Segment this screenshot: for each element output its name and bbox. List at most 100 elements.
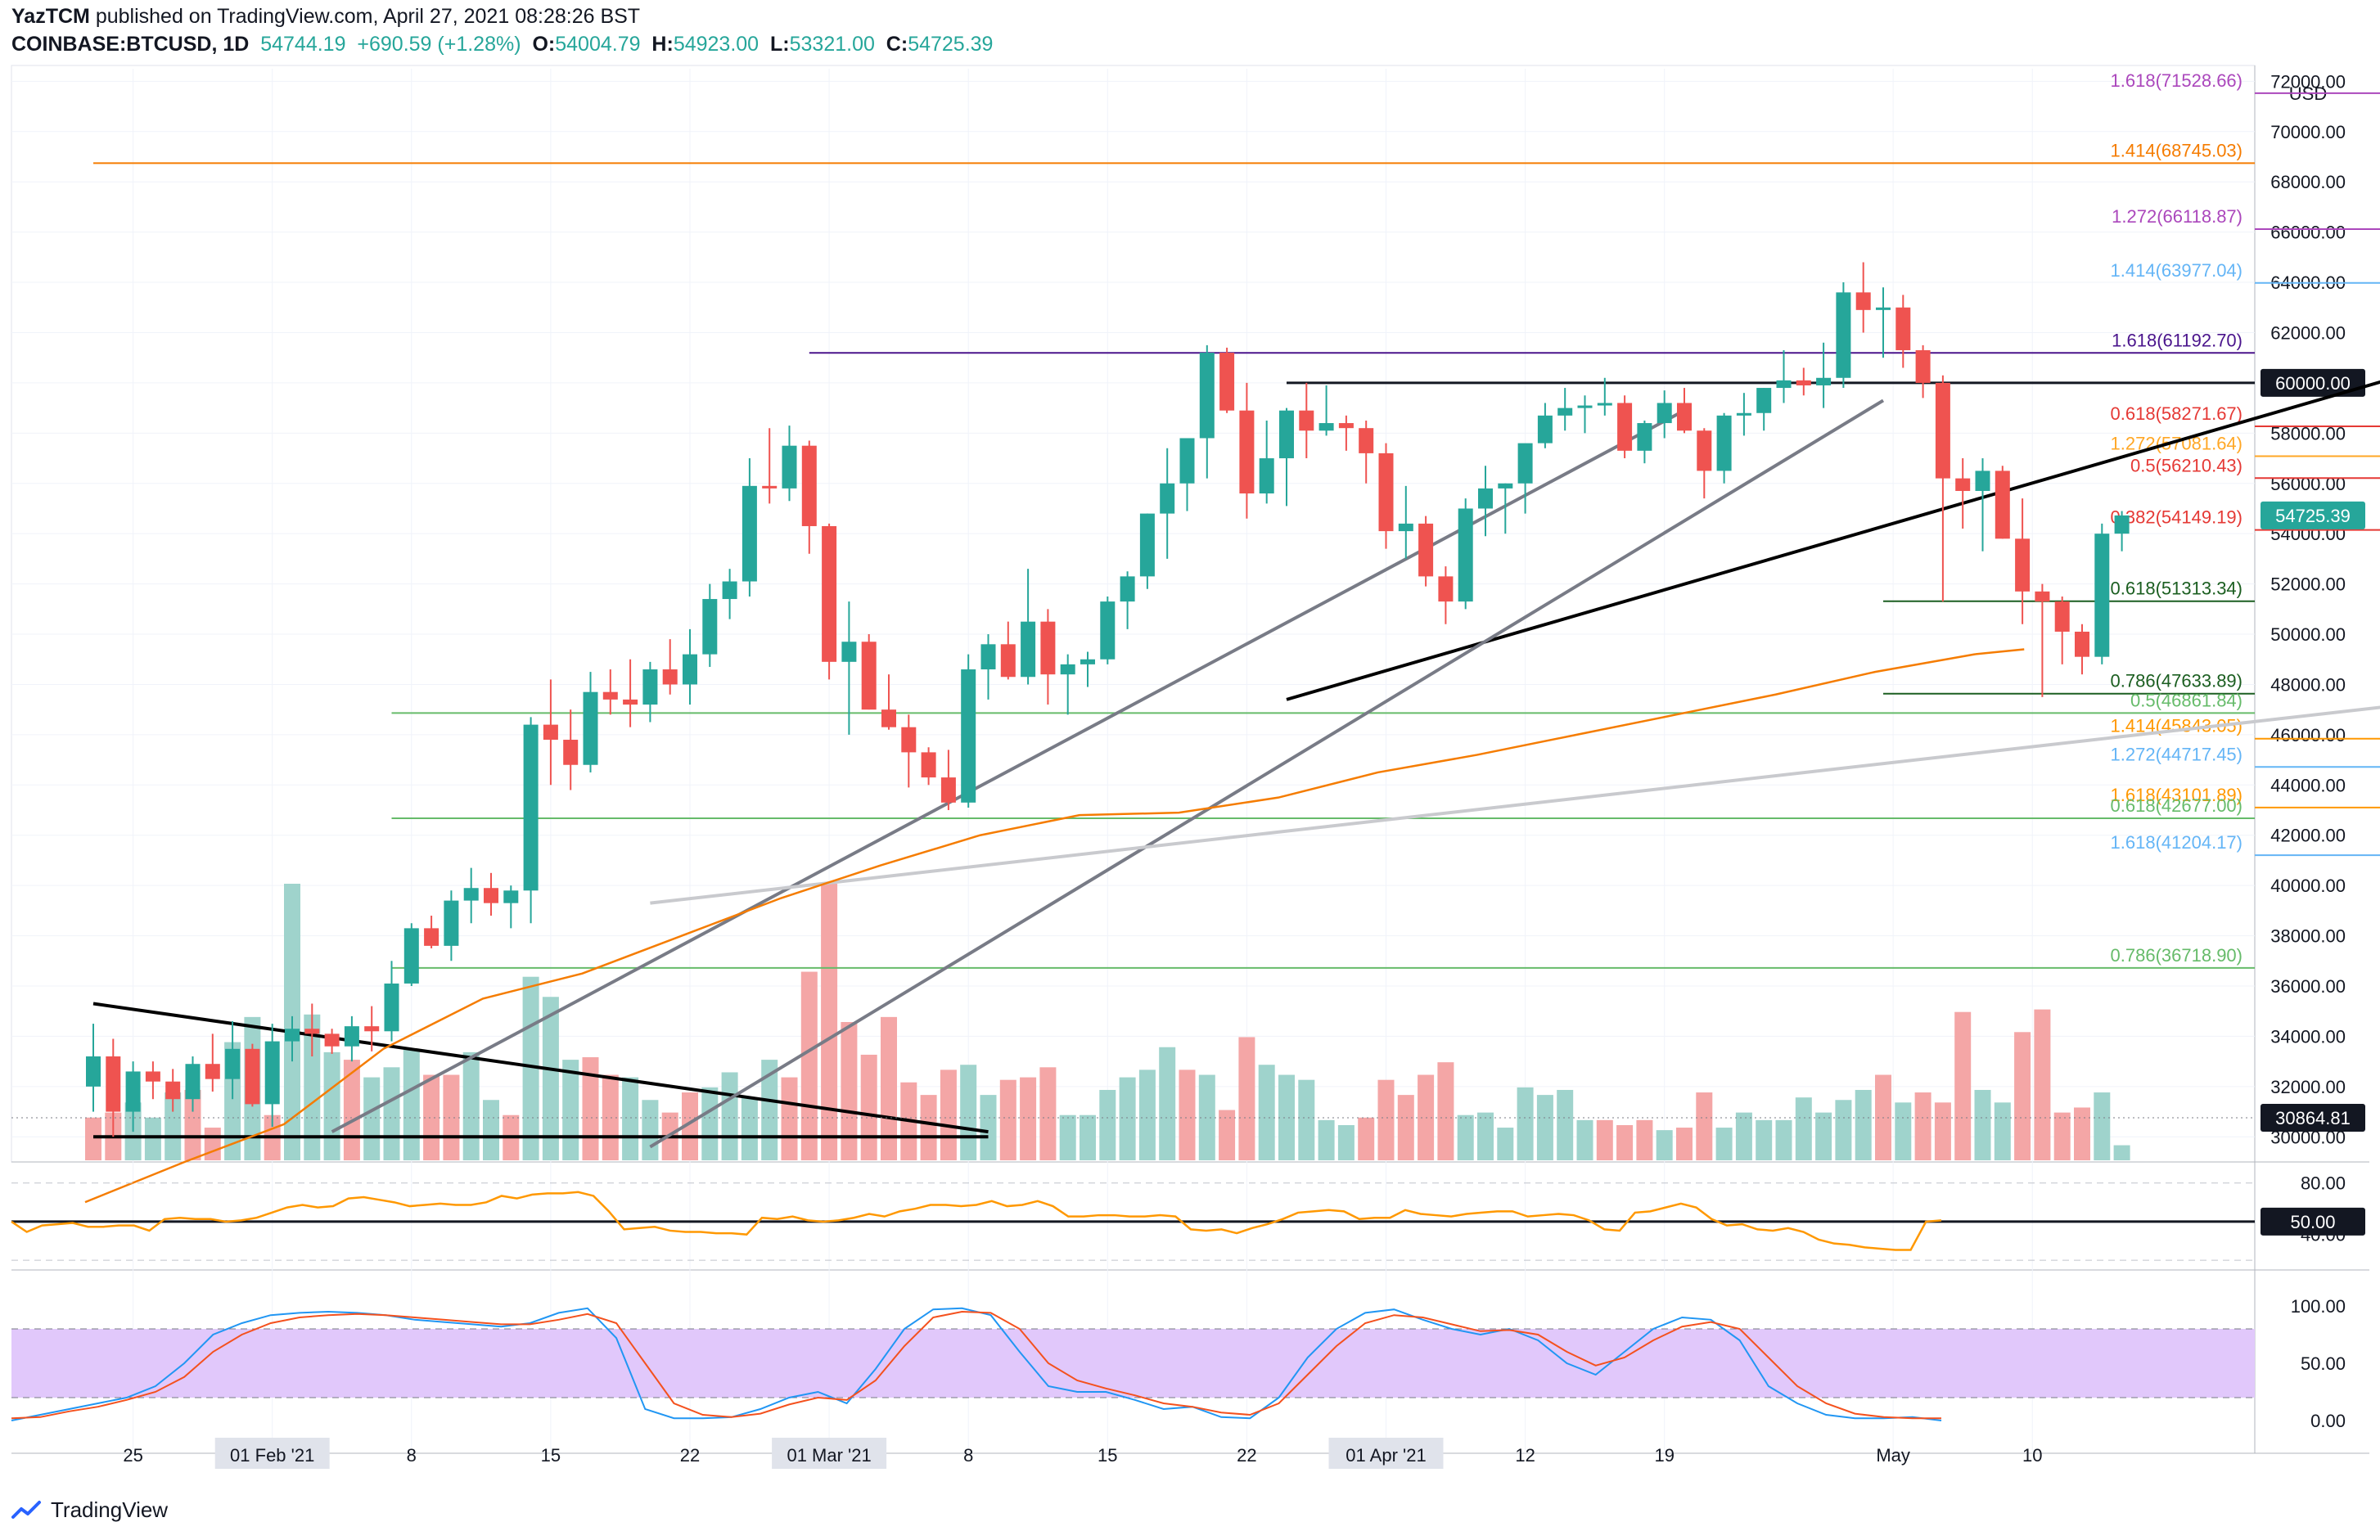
- candle-body: [1796, 380, 1811, 385]
- volume-bar: [2014, 1032, 2031, 1160]
- candle-body: [722, 581, 737, 600]
- volume-bar: [1656, 1130, 1673, 1160]
- publish-line: YazTCM published on TradingView.com, Apr…: [11, 5, 640, 29]
- volume-bar: [1437, 1062, 1454, 1160]
- resistance-price-text: 60000.00: [2275, 373, 2351, 394]
- volume-bar: [1397, 1095, 1414, 1160]
- candle-body: [1299, 410, 1314, 431]
- candle-body: [662, 669, 678, 685]
- candle-body: [1000, 644, 1016, 678]
- volume-bar: [881, 1016, 897, 1160]
- volume-bar: [403, 1049, 420, 1160]
- candle-body: [384, 983, 399, 1032]
- fib-level-label: 1.414(63977.04): [2111, 260, 2243, 281]
- candle-body: [623, 699, 638, 705]
- open-value: 54004.79: [555, 33, 641, 56]
- volume-bar: [144, 1117, 161, 1160]
- fib-level-label: 0.786(36718.90): [2111, 945, 2243, 966]
- volume-value-tag: [2261, 1104, 2365, 1132]
- price-axis-tick: 62000.00: [2270, 322, 2346, 343]
- candle-body: [1995, 471, 2010, 539]
- candle-body: [1895, 307, 1911, 350]
- price-axis-tick: 46000.00: [2270, 725, 2346, 745]
- volume-bar: [1735, 1112, 1752, 1160]
- fib-level-label: 1.414(68745.03): [2111, 140, 2243, 160]
- price-axis-tick: 68000.00: [2270, 172, 2346, 192]
- candle-body: [921, 752, 936, 778]
- high-label: H:: [651, 33, 674, 56]
- candle-body: [961, 669, 976, 803]
- candle-body: [940, 777, 956, 803]
- volume-bar: [1616, 1124, 1634, 1160]
- candle-body: [1756, 388, 1772, 413]
- candle-body: [1557, 408, 1573, 416]
- trendline: [1286, 380, 2380, 701]
- price-axis-tick: 66000.00: [2270, 223, 2346, 243]
- candle-body: [1378, 453, 1394, 532]
- candle-body: [1338, 423, 1354, 429]
- volume-bar: [1895, 1102, 1912, 1160]
- price-change: +690.59 (+1.28%): [357, 33, 521, 56]
- trendline: [650, 705, 2380, 905]
- candle-body: [901, 727, 917, 753]
- candle-body: [403, 928, 419, 984]
- volume-bar: [1318, 1119, 1335, 1160]
- candle-body: [463, 888, 479, 901]
- volume-bar: [1914, 1092, 1931, 1160]
- volume-bar: [940, 1069, 957, 1160]
- volume-bar: [1457, 1114, 1474, 1160]
- candle-body: [205, 1064, 220, 1079]
- volume-bar: [165, 1092, 182, 1160]
- candle-body: [1577, 405, 1593, 408]
- volume-bar: [1219, 1110, 1236, 1160]
- volume-bar: [781, 1077, 798, 1160]
- stoch-band: [11, 1329, 2255, 1398]
- candle-body: [125, 1071, 141, 1112]
- candle-body: [1418, 523, 1434, 577]
- fib-level-label: 1.272(57081.64): [2111, 434, 2243, 454]
- candle-body: [1955, 478, 1971, 491]
- candle-body: [1478, 488, 1493, 509]
- candle-body: [1855, 292, 1871, 310]
- time-axis-tick: 25: [123, 1445, 142, 1466]
- candle-body: [1517, 443, 1533, 484]
- candle-body: [1120, 576, 1135, 602]
- low-label: L:: [770, 33, 790, 56]
- candle-body: [444, 900, 459, 946]
- candle-body: [1776, 380, 1792, 389]
- volume-bar: [1596, 1119, 1613, 1160]
- candle-body: [1537, 415, 1553, 444]
- time-axis-tick: 01 Apr '21: [1346, 1445, 1426, 1466]
- volume-bar: [821, 884, 838, 1160]
- candle-body: [165, 1081, 181, 1100]
- volume-bar: [2074, 1107, 2090, 1160]
- candle-body: [344, 1026, 359, 1047]
- volume-bar: [184, 1089, 201, 1160]
- candle-body: [2054, 601, 2070, 632]
- symbol-label[interactable]: COINBASE:BTCUSD, 1D: [11, 33, 250, 56]
- volume-bar: [1198, 1074, 1215, 1160]
- candle-body: [106, 1056, 121, 1112]
- volume-bar: [1099, 1089, 1116, 1160]
- volume-bar: [1795, 1097, 1812, 1160]
- time-axis-tick: May: [1876, 1445, 1910, 1466]
- price-axis-tick: 72000.00: [2270, 71, 2346, 92]
- candle-body: [1935, 382, 1950, 479]
- volume-bar: [363, 1077, 381, 1160]
- price-axis-tick: 42000.00: [2270, 826, 2346, 846]
- volume-bar: [1557, 1089, 1574, 1160]
- tradingview-logo-icon: [11, 1500, 41, 1519]
- candle-body: [1398, 523, 1413, 532]
- author-name[interactable]: YazTCM: [11, 5, 90, 28]
- candle-body: [1816, 377, 1832, 385]
- volume-bar: [1756, 1119, 1773, 1160]
- candle-body: [304, 1029, 320, 1034]
- volume-bar: [841, 1022, 858, 1160]
- volume-bar: [999, 1079, 1016, 1160]
- tradingview-branding[interactable]: TradingView: [11, 1497, 168, 1523]
- candle-body: [1080, 659, 1095, 664]
- volume-bar: [1676, 1128, 1693, 1160]
- candle-body: [583, 691, 598, 765]
- volume-bar: [443, 1074, 460, 1160]
